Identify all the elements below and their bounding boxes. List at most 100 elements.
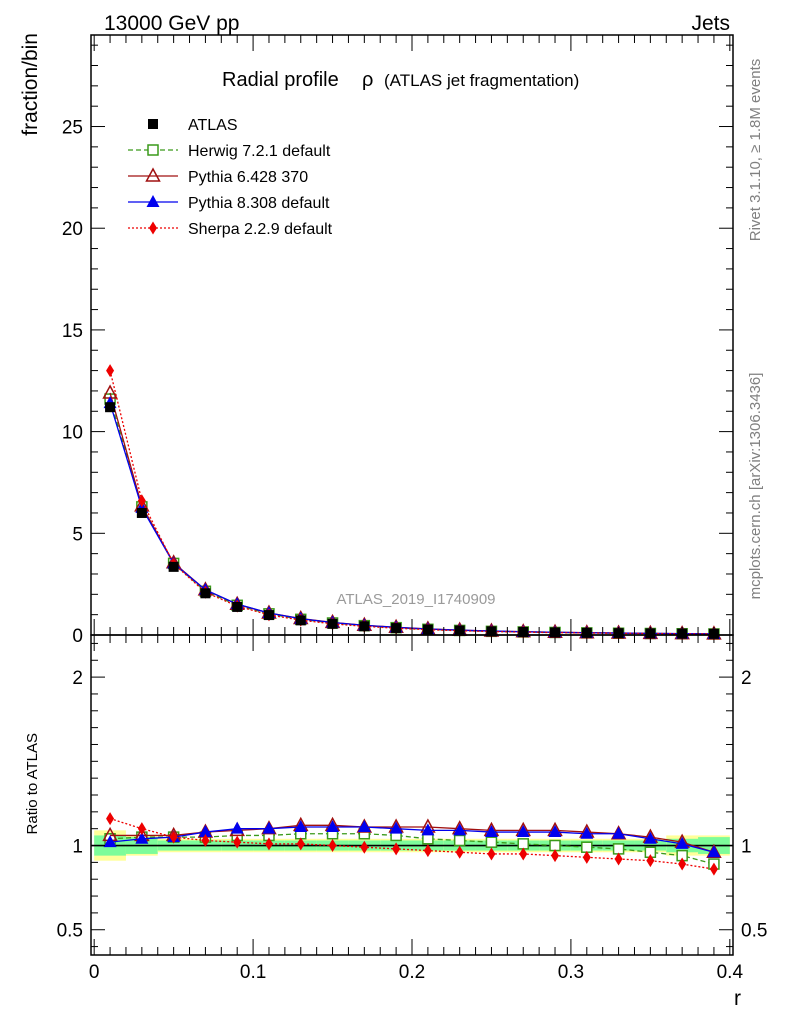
ratio-point-pythia8 bbox=[453, 823, 467, 836]
ratio-point-sherpa bbox=[646, 854, 655, 868]
legend-marker-atlas bbox=[148, 119, 158, 129]
legend-marker-herwig bbox=[147, 144, 159, 156]
x-tick-label: 0.2 bbox=[399, 962, 425, 983]
data-point-atlas bbox=[168, 561, 179, 572]
ratio-point-herwig bbox=[612, 843, 625, 855]
ratio-series-sherpa bbox=[106, 812, 718, 876]
ratio-y-tick-label-right: 2 bbox=[741, 668, 752, 689]
ratio-point-pythia8 bbox=[389, 821, 403, 834]
ratio-point-sherpa bbox=[296, 837, 305, 851]
energy-label: 13000 GeV pp bbox=[104, 12, 239, 35]
ratio-point-pythia8 bbox=[675, 836, 689, 849]
ratio-y-tick-label: 1 bbox=[72, 837, 83, 858]
main-y-tick-label: 10 bbox=[62, 423, 83, 444]
ratio-point-pythia8 bbox=[357, 820, 371, 832]
ratio-point-sherpa bbox=[328, 839, 337, 853]
main-y-tick-label: 25 bbox=[62, 118, 83, 139]
plot-title: Radial profile ρ (ATLAS jet fragmentatio… bbox=[222, 69, 579, 91]
ratio-point-sherpa bbox=[201, 833, 210, 847]
legend-marker-sherpa bbox=[149, 221, 157, 235]
title-text: Radial profile bbox=[222, 69, 339, 91]
ratio-ylabel: Ratio to ATLAS bbox=[24, 733, 41, 834]
main-y-tick-label: 15 bbox=[62, 321, 83, 342]
ratio-point-sherpa bbox=[360, 840, 369, 854]
legend-label-herwig: Herwig 7.2.1 default bbox=[188, 143, 331, 160]
x-tick-label: 0.1 bbox=[240, 962, 266, 983]
ratio-point-sherpa bbox=[487, 847, 496, 861]
ratio-point-pythia8 bbox=[548, 825, 562, 838]
ratio-point-pythia8 bbox=[612, 826, 626, 839]
ratio-point-pythia8 bbox=[326, 820, 340, 832]
ratio-point-pythia8 bbox=[484, 825, 498, 838]
ratio-series-pythia8 bbox=[103, 820, 721, 858]
ratio-point-pythia8 bbox=[580, 826, 594, 839]
legend-marker-pythia6 bbox=[145, 167, 161, 182]
data-point-atlas bbox=[327, 618, 338, 629]
x-tick-label: 0 bbox=[89, 962, 100, 983]
legend-label-sherpa: Sherpa 2.2.9 default bbox=[188, 221, 333, 238]
ratio-y-tick-label-right: 0.5 bbox=[741, 921, 767, 942]
series-line-sherpa bbox=[109, 370, 714, 635]
ratio-point-herwig bbox=[549, 839, 561, 852]
ratio-point-pythia8 bbox=[230, 821, 244, 834]
ratio-point-pythia8 bbox=[421, 823, 435, 836]
ratio-plot bbox=[91, 812, 733, 876]
data-point-sherpa bbox=[106, 364, 115, 378]
ratio-line-pythia8 bbox=[110, 826, 715, 853]
x-tick-label: 0.3 bbox=[558, 962, 584, 983]
analysis-watermark: ATLAS_2019_I1740909 bbox=[336, 591, 495, 608]
legend-entry-atlas: ATLAS bbox=[148, 117, 238, 134]
legend-label-pythia6: Pythia 6.428 370 bbox=[188, 169, 308, 186]
ratio-frame bbox=[90, 634, 734, 956]
x-tick-label: 0.4 bbox=[717, 962, 744, 983]
ratio-point-sherpa bbox=[392, 842, 401, 856]
ratio-point-sherpa bbox=[137, 822, 146, 836]
title-symbol: ρ bbox=[362, 69, 373, 91]
ratio-point-herwig bbox=[485, 836, 498, 848]
process-label: Jets bbox=[691, 12, 730, 35]
ratio-point-sherpa bbox=[455, 845, 464, 859]
data-point-atlas bbox=[263, 610, 274, 621]
ratio-y-tick-label: 0.5 bbox=[57, 921, 83, 942]
subtitle-text: (ATLAS jet fragmentation) bbox=[384, 71, 579, 90]
main-y-tick-label: 20 bbox=[62, 219, 83, 240]
legend-entry-herwig: Herwig 7.2.1 default bbox=[128, 143, 331, 160]
legend-entry-sherpa: Sherpa 2.2.9 default bbox=[128, 221, 333, 238]
ratio-point-sherpa bbox=[233, 835, 242, 849]
x-axis-title: r bbox=[734, 987, 741, 1010]
data-point-sherpa bbox=[137, 494, 146, 508]
main-y-tick-label: 5 bbox=[72, 524, 83, 545]
data-point-atlas bbox=[295, 615, 306, 626]
ratio-point-pythia8 bbox=[294, 820, 308, 832]
data-point-atlas bbox=[200, 588, 211, 599]
ratio-point-sherpa bbox=[709, 862, 718, 876]
ratio-point-sherpa bbox=[551, 849, 560, 863]
ratio-point-sherpa bbox=[423, 844, 432, 858]
ratio-point-sherpa bbox=[614, 852, 623, 866]
ratio-point-sherpa bbox=[264, 837, 273, 851]
ratio-point-pythia8 bbox=[135, 831, 149, 844]
ratio-point-sherpa bbox=[678, 857, 687, 871]
ratio-point-herwig bbox=[517, 838, 529, 850]
ratio-point-sherpa bbox=[169, 830, 178, 844]
ratio-point-pythia8 bbox=[198, 825, 212, 838]
ratio-line-sherpa bbox=[109, 817, 715, 870]
main-ylabel: fraction/bin bbox=[19, 33, 42, 136]
data-point-atlas bbox=[232, 601, 243, 612]
ratio-point-pythia8 bbox=[262, 821, 276, 834]
rivet-version-label: Rivet 3.1.10, ≥ 1.8M events bbox=[747, 59, 764, 242]
ratio-point-sherpa bbox=[519, 847, 528, 861]
legend-label-pythia8: Pythia 8.308 default bbox=[188, 195, 330, 212]
legend-marker-pythia8 bbox=[146, 195, 160, 207]
main-y-tick-label: 0 bbox=[72, 626, 83, 647]
legend: ATLAS Herwig 7.2.1 default Pythia 6.428 37… bbox=[128, 117, 333, 238]
ratio-point-pythia8 bbox=[643, 831, 657, 844]
ratio-y-tick-label: 2 bbox=[72, 668, 83, 689]
ratio-point-pythia8 bbox=[707, 845, 721, 858]
legend-label-atlas: ATLAS bbox=[188, 117, 238, 134]
data-point-atlas bbox=[136, 507, 147, 518]
data-point-atlas bbox=[359, 621, 370, 632]
legend-entry-pythia6: Pythia 6.428 370 bbox=[128, 167, 308, 186]
